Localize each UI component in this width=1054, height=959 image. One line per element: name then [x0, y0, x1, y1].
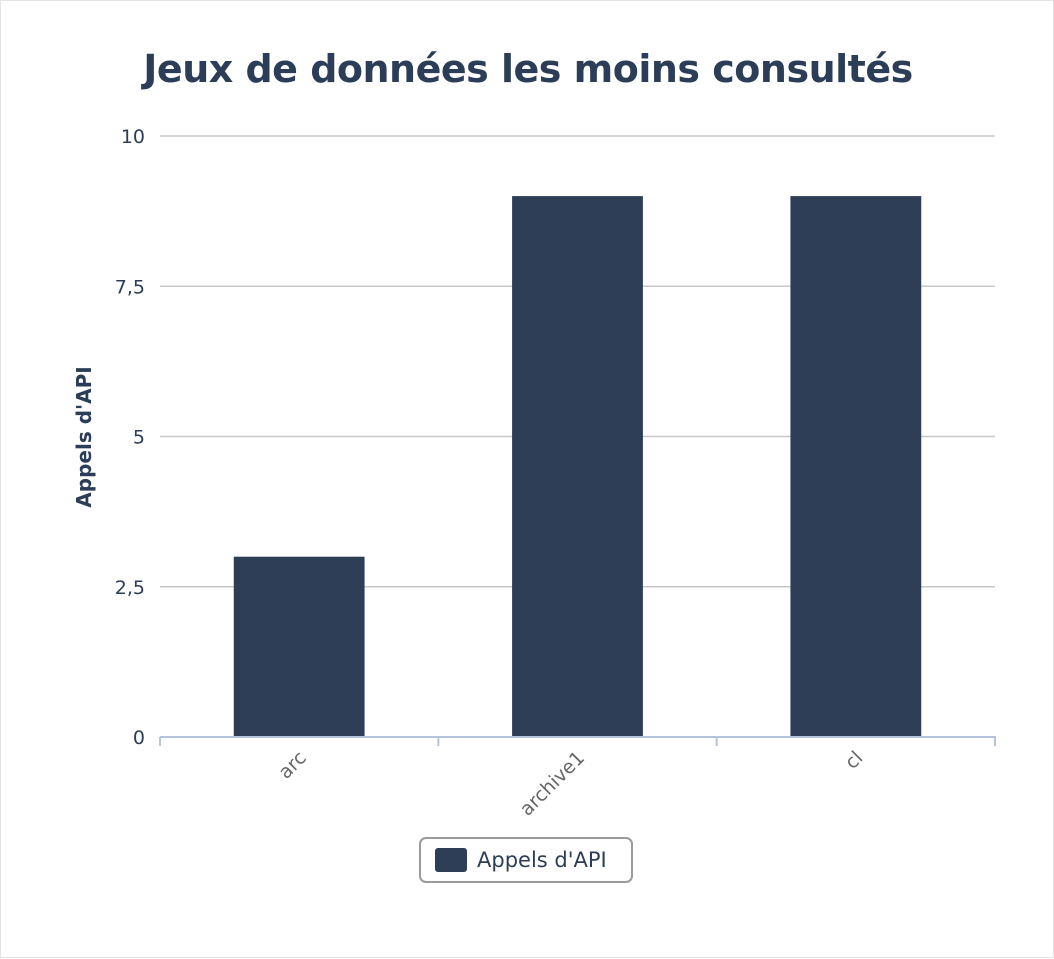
y-tick-label: 10 — [121, 126, 145, 148]
y-tick-label: 7,5 — [115, 276, 145, 298]
y-axis-label: Appels d'API — [72, 366, 96, 507]
legend-item[interactable]: Appels d'API — [419, 837, 633, 883]
x-tick-label: arc — [274, 747, 310, 783]
y-tick-label: 0 — [133, 727, 145, 749]
y-tick-label: 2,5 — [115, 577, 145, 599]
chart-title: Jeux de données les moins consultés — [143, 47, 913, 91]
bar-cl[interactable] — [790, 196, 922, 738]
y-tick-label: 5 — [133, 427, 145, 449]
legend-swatch — [435, 848, 467, 872]
x-axis — [159, 736, 996, 746]
x-tick-label: archive1 — [516, 747, 589, 820]
bar-arc[interactable] — [233, 556, 365, 737]
bars — [233, 196, 922, 738]
x-tick-labels: arc archive1 cl — [274, 747, 867, 820]
bar-archive1[interactable] — [512, 196, 643, 738]
legend-label: Appels d'API — [477, 848, 607, 872]
x-tick-label: cl — [841, 747, 868, 774]
y-tick-labels: 0 2,5 5 7,5 10 — [115, 126, 145, 749]
